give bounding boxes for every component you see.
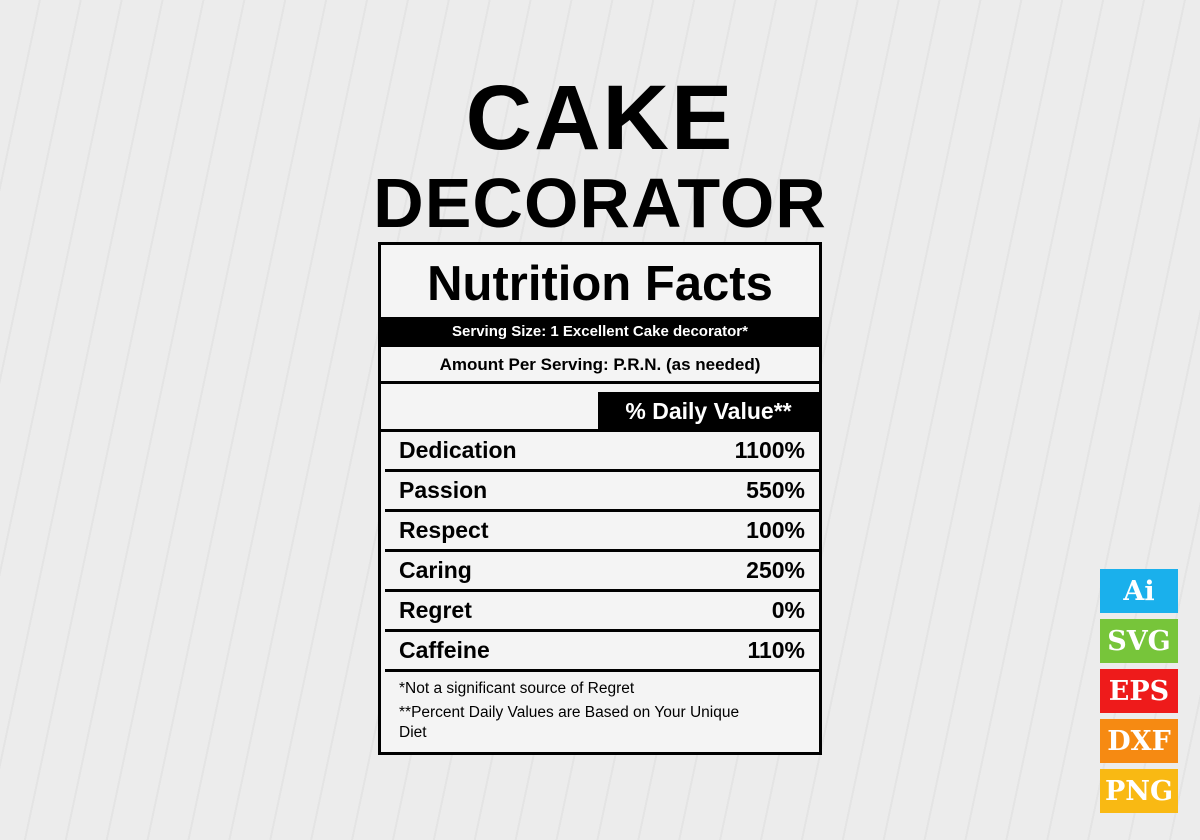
- nutrient-value: 550%: [746, 477, 805, 503]
- footnote-1: *Not a significant source of Regret: [399, 680, 635, 697]
- nutrient-name: Regret: [399, 597, 472, 623]
- nutrient-row: Respect 100%: [385, 512, 819, 552]
- nutrient-name: Dedication: [399, 437, 517, 463]
- nutrient-row: Caring 250%: [385, 552, 819, 592]
- label-heading: Nutrition Facts: [427, 257, 773, 311]
- amount-per-serving: Amount Per Serving: P.R.N. (as needed): [381, 347, 819, 384]
- serving-size: Serving Size: 1 Excellent Cake decorator…: [381, 317, 819, 347]
- footnotes: *Not a significant source of Regret **Pe…: [381, 672, 819, 743]
- title-line2: DECORATOR: [373, 164, 827, 242]
- nutrient-row: Dedication 1100%: [385, 432, 819, 472]
- title-line1: CAKE: [465, 67, 735, 169]
- nutrient-name: Passion: [399, 477, 488, 503]
- nutrient-name: Caffeine: [399, 637, 490, 663]
- nutrition-label: Nutrition Facts Serving Size: 1 Excellen…: [378, 242, 822, 755]
- nutrient-row: Regret 0%: [385, 592, 819, 632]
- daily-value-header: % Daily Value**: [598, 392, 819, 429]
- nutrient-value: 250%: [746, 557, 805, 583]
- format-badge-png: PNG: [1100, 769, 1178, 813]
- nutrient-value: 110%: [747, 637, 805, 663]
- nutrient-name: Caring: [399, 557, 472, 583]
- footnote-2: **Percent Daily Values are Based on Your…: [399, 704, 740, 741]
- format-badge-svg: SVG: [1100, 619, 1178, 663]
- format-badge-eps: EPS: [1100, 669, 1178, 713]
- format-badge-ai: Ai: [1100, 569, 1178, 613]
- nutrient-value: 100%: [746, 517, 805, 543]
- nutrient-rows: Dedication 1100% Passion 550% Respect 100% Car…: [381, 432, 819, 672]
- nutrient-name: Respect: [399, 517, 489, 543]
- nutrient-row: Caffeine 110%: [385, 632, 819, 672]
- daily-value-row: % Daily Value**: [381, 392, 819, 432]
- nutrient-value: 1100%: [734, 437, 805, 463]
- format-badge-dxf: DXF: [1100, 719, 1178, 763]
- nutrient-row: Passion 550%: [385, 472, 819, 512]
- nutrient-value: 0%: [771, 597, 805, 623]
